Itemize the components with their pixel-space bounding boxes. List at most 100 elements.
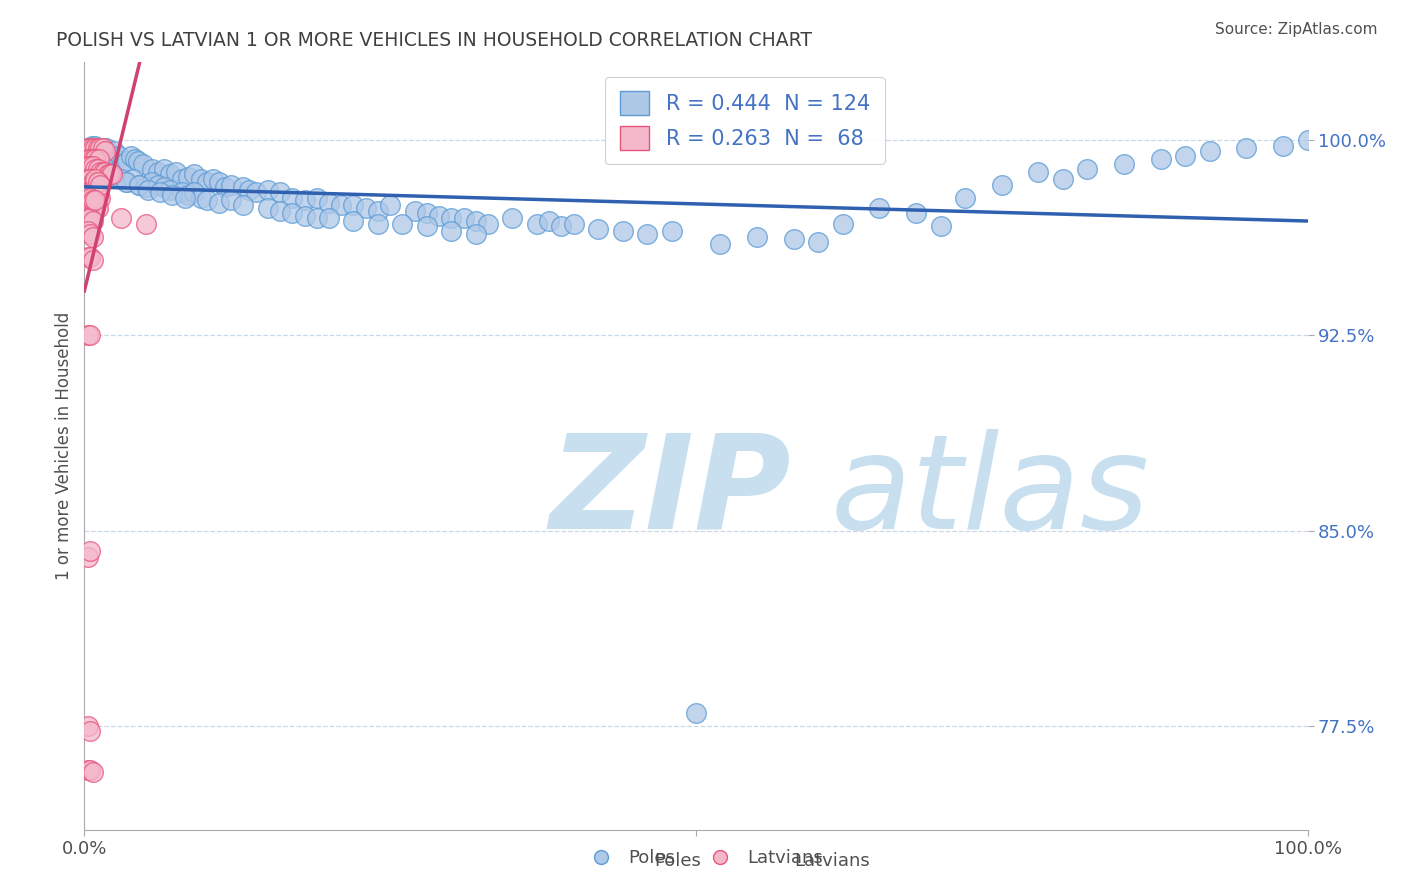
Point: [84, 201, 107, 215]
Point: [953, 191, 976, 205]
Point: [342, 198, 364, 212]
Point: [104, 152, 127, 166]
Point: [110, 172, 132, 186]
Point: [183, 167, 205, 181]
Point: [77, 152, 100, 166]
Point: [104, 169, 127, 184]
Point: [122, 172, 145, 186]
Point: [477, 217, 499, 231]
Point: [153, 180, 176, 194]
Point: [318, 211, 340, 226]
Point: [87, 175, 110, 189]
Point: [146, 164, 169, 178]
Point: [84, 160, 107, 174]
Point: [1272, 138, 1295, 153]
Point: [612, 224, 634, 238]
Point: [208, 175, 231, 189]
Point: [98, 152, 121, 166]
Point: [124, 152, 146, 166]
Point: [661, 224, 683, 238]
Point: [115, 175, 138, 189]
Point: [79, 198, 101, 212]
Point: [79, 186, 101, 200]
Point: [77, 141, 100, 155]
Point: [636, 227, 658, 241]
Point: [172, 186, 194, 200]
Point: [173, 191, 195, 205]
Point: [165, 164, 187, 178]
Point: [294, 194, 316, 208]
Point: [96, 164, 118, 178]
Point: [1150, 152, 1173, 166]
Point: [238, 183, 260, 197]
Point: [269, 186, 291, 200]
Point: [1174, 149, 1197, 163]
Point: [89, 178, 111, 192]
Point: [89, 164, 111, 178]
Point: [172, 172, 194, 186]
Point: [281, 191, 304, 205]
Point: [330, 198, 353, 212]
Point: [305, 211, 328, 226]
Point: [77, 211, 100, 226]
Point: [82, 229, 104, 244]
Point: [84, 175, 107, 189]
Point: [79, 160, 101, 174]
Text: Latvians: Latvians: [794, 852, 870, 870]
Point: [91, 164, 114, 178]
Point: [84, 152, 107, 166]
Point: [79, 723, 101, 738]
Point: [190, 191, 212, 205]
Point: [232, 198, 254, 212]
Point: [115, 175, 138, 189]
Point: [128, 178, 150, 192]
Text: POLISH VS LATVIAN 1 OR MORE VEHICLES IN HOUSEHOLD CORRELATION CHART: POLISH VS LATVIAN 1 OR MORE VEHICLES IN …: [56, 31, 813, 50]
Point: [783, 232, 806, 246]
Point: [159, 183, 181, 197]
Point: [245, 186, 267, 200]
Point: [177, 188, 200, 202]
Point: [96, 141, 118, 155]
Point: [79, 544, 101, 558]
Point: [87, 152, 110, 166]
Point: [219, 194, 242, 208]
Point: [149, 186, 172, 200]
Point: [84, 141, 107, 155]
Point: [84, 188, 107, 202]
Point: [101, 167, 124, 181]
Point: [380, 198, 402, 212]
Point: [367, 217, 389, 231]
Point: [120, 149, 142, 163]
Point: [79, 328, 101, 343]
Point: [87, 201, 110, 215]
Point: [538, 214, 561, 228]
Point: [77, 186, 100, 200]
Point: [77, 172, 100, 186]
Y-axis label: 1 or more Vehicles in Household: 1 or more Vehicles in Household: [55, 312, 73, 580]
Point: [318, 195, 340, 210]
Point: [77, 198, 100, 212]
Point: [84, 172, 107, 186]
Point: [79, 763, 101, 777]
Point: [87, 144, 110, 158]
Point: [80, 157, 103, 171]
Text: Poles: Poles: [654, 852, 700, 870]
Point: [79, 152, 101, 166]
Point: [219, 178, 242, 192]
Point: [391, 217, 413, 231]
Point: [82, 765, 104, 780]
Point: [87, 175, 110, 189]
Point: [111, 157, 134, 171]
Point: [132, 157, 155, 171]
Point: [257, 201, 280, 215]
Point: [177, 169, 200, 184]
Point: [342, 214, 364, 228]
Legend: Poles, Latvians: Poles, Latvians: [576, 842, 830, 874]
Point: [831, 217, 853, 231]
Point: [440, 211, 463, 226]
Point: [77, 152, 100, 166]
Point: [1052, 172, 1074, 186]
Point: [869, 201, 891, 215]
Point: [82, 253, 104, 268]
Point: [141, 175, 163, 189]
